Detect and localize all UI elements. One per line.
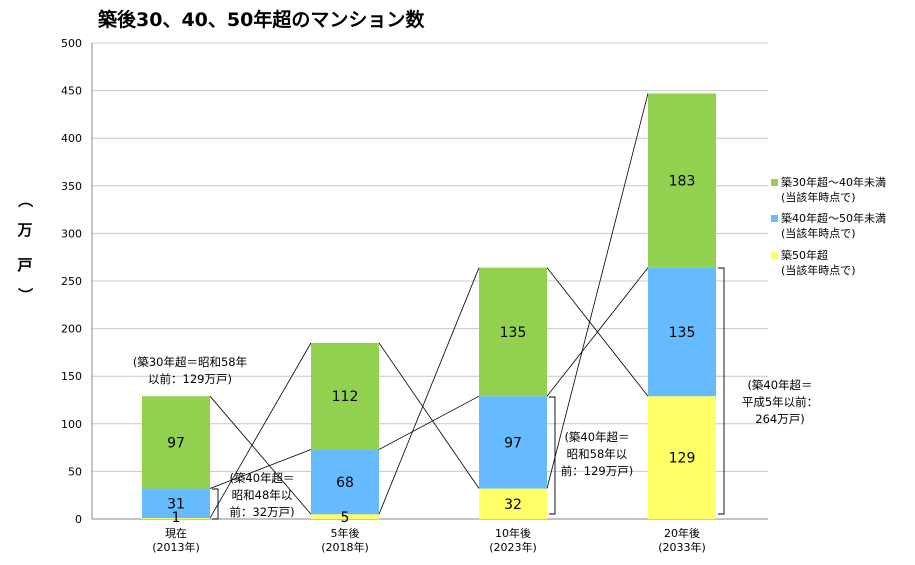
y-tick-label: 500 [61, 37, 82, 50]
legend-swatch [771, 215, 778, 222]
connector-line [546, 93, 649, 489]
annotation-text: 昭和58年以 [567, 447, 628, 461]
connector-line [209, 449, 312, 489]
connector-lines [209, 93, 649, 519]
data-label: 1 [172, 510, 181, 526]
data-label: 5 [341, 510, 350, 526]
legend-label: 築40年超～50年未満 [781, 211, 886, 225]
y-axis-label: （ 万戸 ） [16, 192, 34, 302]
chart-title: 築後30、40、50年超のマンション数 [97, 8, 425, 31]
connector-line [209, 342, 312, 519]
connector-line [378, 342, 480, 489]
y-tick-label: 450 [61, 85, 82, 98]
bar-segment [648, 267, 716, 397]
data-labels: 1 5 32 129 31 68 97 135 97 112 135 183 [167, 174, 695, 526]
data-label: 129 [669, 451, 696, 467]
annotation-text: 264万戸) [755, 412, 804, 426]
annotation-text: (築40年超＝ [229, 471, 294, 485]
x-category-label: (2023年) [489, 540, 537, 554]
annotation-text: (築30年超＝昭和58年 [133, 355, 247, 369]
data-label: 112 [332, 389, 359, 405]
data-label: 135 [669, 325, 696, 341]
data-label: 135 [500, 325, 527, 341]
annotation-text: 以前：129万戸) [148, 372, 232, 386]
x-category-label: 現在 [165, 527, 187, 540]
annotation-bracket [718, 267, 725, 515]
legend-swatch [771, 252, 778, 259]
bar-segment [311, 342, 379, 450]
x-category-label: (2018年) [321, 540, 369, 554]
y-tick-label: 0 [75, 513, 82, 526]
annotation-text: (築40年超＝ [564, 430, 629, 444]
y-tick-label: 50 [68, 465, 82, 478]
data-label: 68 [336, 475, 354, 491]
connector-line [546, 267, 649, 397]
annotation-text: 平成5年以前： [742, 395, 818, 409]
bar-segment [142, 518, 210, 519]
bar-segment [142, 396, 210, 489]
y-axis-label-char: 戸 [17, 256, 32, 274]
bar-segment [142, 488, 210, 519]
legend-entry: 築40年超～50年未満(当該年時点で) [771, 211, 886, 240]
y-tick-label: 100 [61, 418, 82, 431]
y-tick-label: 200 [61, 323, 82, 336]
legend-label: (当該年時点で) [781, 263, 856, 277]
x-category-label: (2013年) [152, 540, 200, 554]
annotation-text: 前：32万戸) [229, 505, 294, 519]
bar-segment [311, 449, 379, 515]
data-label: 183 [669, 174, 696, 190]
legend-label: 築50年超 [781, 248, 828, 262]
y-axis-label-char: 万 [16, 221, 32, 239]
legend-label: (当該年時点で) [781, 190, 856, 204]
y-axis-label-char: ） [16, 287, 34, 302]
legend-label: 築30年超～40年未満 [781, 175, 886, 189]
bar-segment [479, 267, 547, 397]
x-category-label: (2033年) [658, 540, 706, 554]
connector-line [378, 395, 480, 450]
y-tick-label: 250 [61, 275, 82, 288]
legend: 築30年超～40年未満(当該年時点で)築40年超～50年未満(当該年時点で)築5… [771, 175, 886, 277]
bar-segment [479, 488, 547, 519]
annotation-text: 前：129万戸) [561, 464, 633, 478]
annotation-text: 昭和48年以 [232, 488, 293, 502]
bars [142, 93, 716, 519]
annotation-bracket [549, 396, 556, 515]
y-tick-label: 400 [61, 132, 82, 145]
data-label: 97 [167, 435, 185, 451]
annotation-bracket [212, 488, 219, 520]
bar-segment [648, 396, 716, 519]
connector-line [378, 267, 480, 515]
legend-swatch [771, 179, 778, 186]
legend-label: (当該年時点で) [781, 226, 856, 240]
bar-segment [311, 514, 379, 519]
y-axis-ticks: 0 50 100 150 200 250 300 350 400 450 500 [61, 37, 82, 526]
annotation-text: (築40年超＝ [747, 378, 812, 392]
legend-entry: 築50年超(当該年時点で) [771, 248, 856, 277]
data-label: 32 [504, 497, 522, 513]
y-axis-label-char: （ [16, 192, 34, 207]
connector-line [209, 395, 312, 515]
x-category-label: 5年後 [331, 526, 360, 540]
y-tick-label: 350 [61, 180, 82, 193]
bar-segment [479, 396, 547, 489]
y-tick-label: 300 [61, 227, 82, 240]
x-axis-categories: 現在(2013年) 5年後(2018年) 10年後(2023年) 20年後(2033年… [152, 526, 706, 554]
legend-entry: 築30年超～40年未満(当該年時点で) [771, 175, 886, 204]
data-label: 97 [504, 435, 522, 451]
y-tick-label: 150 [61, 370, 82, 383]
bar-segment [648, 93, 716, 268]
x-category-label: 10年後 [495, 526, 531, 540]
x-category-label: 20年後 [664, 526, 700, 540]
annotation: (築40年超＝ 平成5年以前： 264万戸) [718, 267, 818, 515]
data-label: 31 [167, 496, 185, 512]
